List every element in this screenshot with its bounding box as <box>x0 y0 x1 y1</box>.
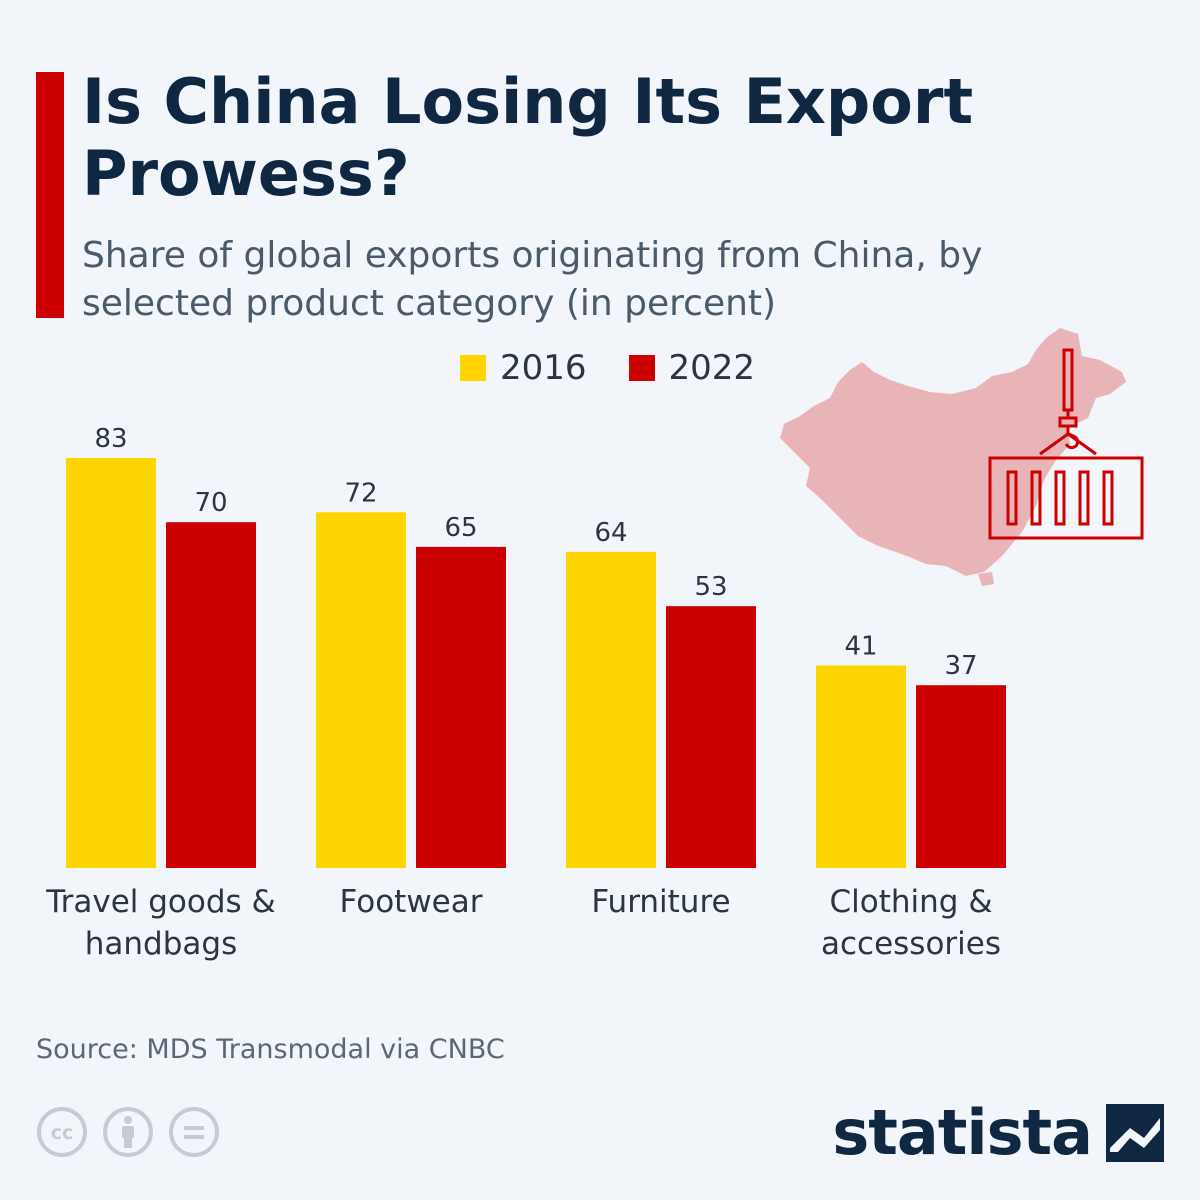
category-label-furniture: Furniture <box>591 884 730 920</box>
data-label-travel-goods-and-handbags-2022: 70 <box>194 488 227 518</box>
category-label-travel-goods-and-handbags: Travel goods & handbags <box>45 884 275 962</box>
svg-text:cc: cc <box>51 1122 74 1144</box>
bar-footwear-2016 <box>316 512 406 868</box>
bar-footwear-2022 <box>416 546 506 868</box>
data-label-footwear-2016: 72 <box>344 478 377 508</box>
no-derivatives-icon <box>169 1107 219 1157</box>
bar-travel-goods-and-handbags-2022 <box>166 522 256 868</box>
legend-swatch-2016 <box>460 355 486 381</box>
crane-hook-icon <box>1039 348 1097 456</box>
category-label-clothing-and-accessories: Clothing & accessories <box>821 884 1001 962</box>
data-label-travel-goods-and-handbags-2016: 83 <box>94 424 127 454</box>
data-label-footwear-2022: 65 <box>444 513 477 543</box>
legend-label-2016: 2016 <box>500 348 587 388</box>
page-title: Is China Losing Its Export Prowess? <box>82 65 974 210</box>
bar-furniture-2016 <box>566 551 656 868</box>
statista-mark-icon <box>1106 1104 1164 1162</box>
source-note: Source: MDS Transmodal via CNBC <box>36 1034 505 1065</box>
shipping-container-icon <box>988 456 1144 540</box>
title-accent-bar <box>36 72 64 318</box>
data-label-furniture-2022: 53 <box>694 572 727 602</box>
bar-clothing-and-accessories-2016 <box>816 665 906 868</box>
creative-commons-icon: cc <box>37 1107 87 1157</box>
legend-swatch-2022 <box>628 355 655 381</box>
license-icons: cc <box>36 1106 220 1158</box>
category-label-footwear: Footwear <box>340 884 483 920</box>
attribution-icon <box>103 1107 153 1157</box>
legend-item-2016: 2016 <box>460 348 587 388</box>
hainan-island <box>978 572 994 586</box>
statista-logo[interactable]: statista <box>832 1098 1164 1168</box>
bar-travel-goods-and-handbags-2016 <box>66 457 156 868</box>
brand-wordmark: statista <box>832 1096 1093 1169</box>
china-map-with-container-icon <box>780 328 1144 586</box>
china-map-shape <box>780 328 1126 576</box>
data-label-furniture-2016: 64 <box>594 518 627 548</box>
legend-label-2022: 2022 <box>668 348 756 388</box>
data-label-clothing-and-accessories-2022: 37 <box>944 651 977 681</box>
bar-clothing-and-accessories-2022 <box>916 685 1006 868</box>
bar-chart: 83 70 Travel goods & handbags 72 65 Footwear 64… <box>45 424 1006 962</box>
page-subtitle: Share of global exports originating from… <box>82 235 983 324</box>
data-label-clothing-and-accessories-2016: 41 <box>844 631 877 661</box>
legend: 2016 2022 <box>460 348 755 388</box>
bar-furniture-2022 <box>666 606 756 868</box>
legend-item-2022: 2022 <box>628 348 756 388</box>
